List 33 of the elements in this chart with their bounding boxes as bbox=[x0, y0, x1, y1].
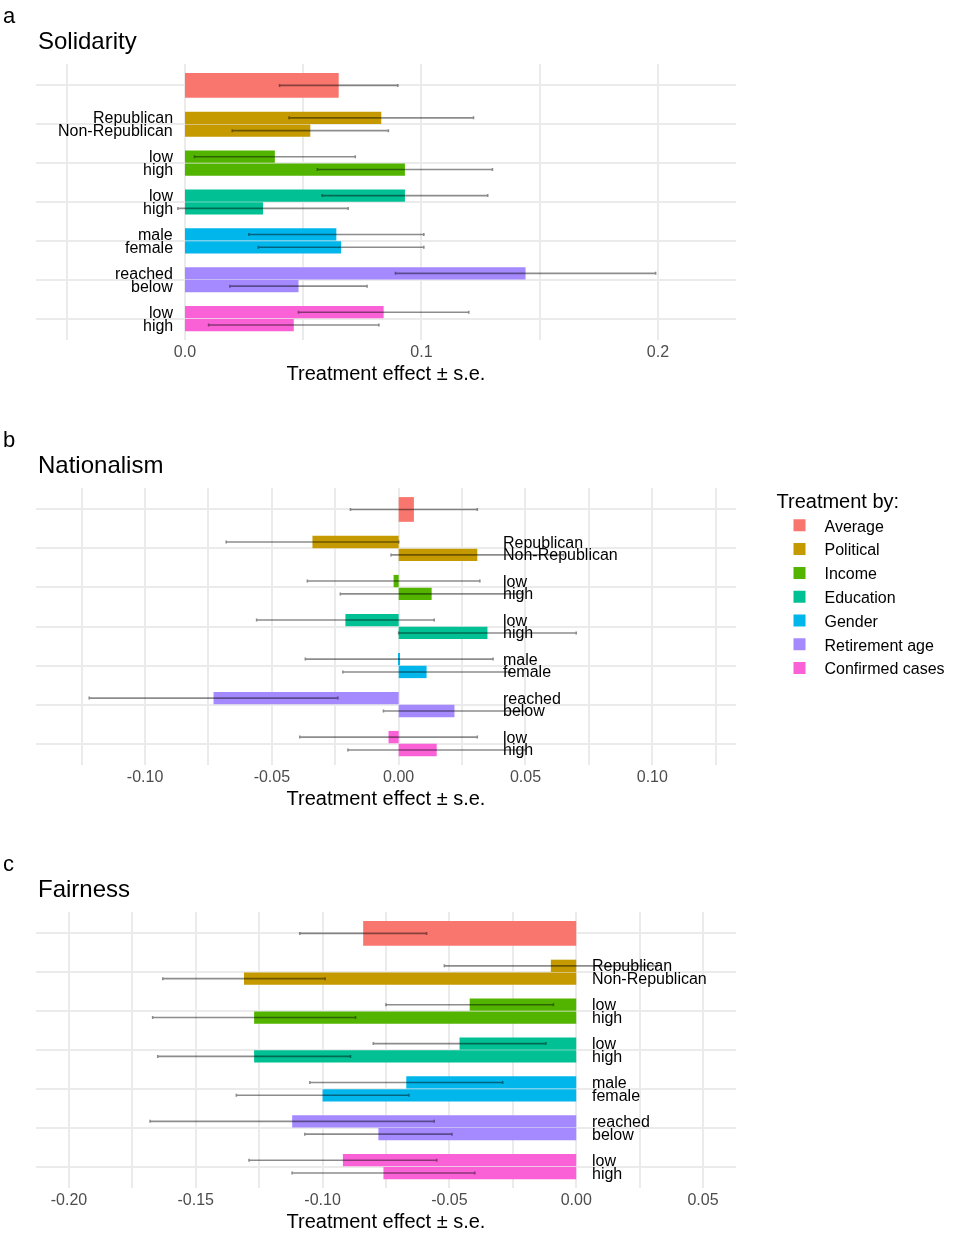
legend-label: Political bbox=[824, 541, 880, 559]
chart-title: Nationalism bbox=[38, 451, 164, 478]
x-axis-title: Treatment effect ± s.e. bbox=[286, 1209, 486, 1232]
legend-label: Retirement age bbox=[824, 636, 934, 654]
legend-label: Average bbox=[824, 517, 884, 535]
x-tick-label: -0.05 bbox=[253, 768, 291, 785]
chart-title: Fairness bbox=[38, 875, 131, 902]
x-tick-label: -0.10 bbox=[304, 1191, 341, 1208]
x-tick-label: -0.20 bbox=[50, 1191, 88, 1208]
text: a bbox=[3, 3, 16, 28]
y-tick-label: Republican bbox=[592, 957, 673, 974]
x-tick-label: -0.15 bbox=[177, 1191, 215, 1208]
text: b bbox=[3, 427, 16, 452]
x-tick-label: 0.1 bbox=[410, 343, 433, 360]
legend-label: Education bbox=[824, 588, 896, 606]
x-axis-title: Treatment effect ± s.e. bbox=[286, 361, 486, 384]
x-tick-label: 0.0 bbox=[173, 343, 197, 360]
x-tick-label: 0.00 bbox=[383, 768, 415, 785]
x-tick-label: 0.05 bbox=[509, 768, 542, 785]
x-tick-label: 0.05 bbox=[687, 1191, 719, 1208]
legend-label: Gender bbox=[824, 612, 879, 630]
x-axis-title: Treatment effect ± s.e. bbox=[286, 786, 486, 809]
x-tick-label: -0.10 bbox=[126, 768, 164, 785]
x-tick-label: 0.00 bbox=[560, 1191, 592, 1208]
x-tick-label: 0.2 bbox=[646, 343, 670, 360]
chart-title: Solidarity bbox=[38, 27, 137, 54]
legend-title: Treatment by: bbox=[776, 490, 900, 513]
y-tick-label: Republican bbox=[93, 109, 174, 126]
legend-label: Income bbox=[824, 565, 878, 583]
legend-label: Confirmed cases bbox=[824, 660, 945, 678]
x-tick-label: 0.10 bbox=[636, 768, 668, 785]
text: c bbox=[3, 851, 14, 876]
x-tick-label: -0.05 bbox=[431, 1191, 468, 1208]
